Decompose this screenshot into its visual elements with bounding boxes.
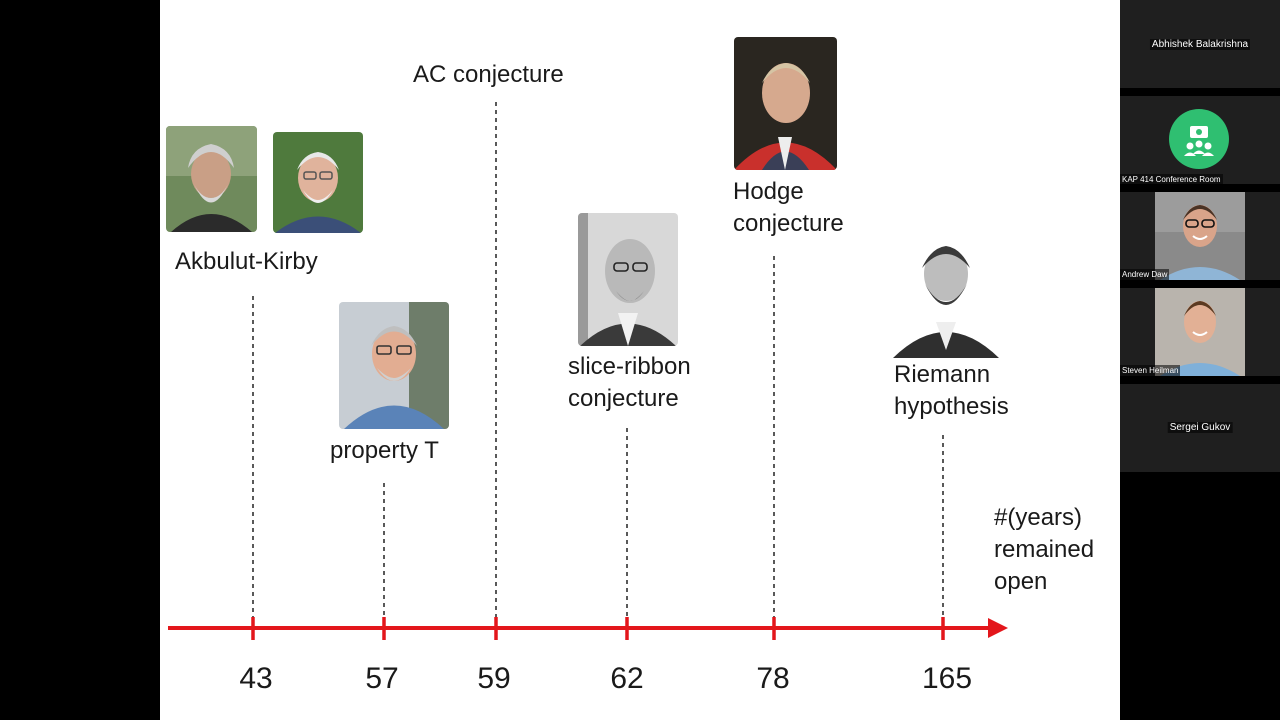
participant-tile-abhishek[interactable]: Abhishek Balakrishna bbox=[1120, 0, 1280, 88]
axis-title-line2: remained bbox=[994, 536, 1095, 563]
ac-conjecture-label: AC conjecture bbox=[413, 61, 564, 88]
tick-label-59: 59 bbox=[477, 662, 511, 695]
participant-video-steven bbox=[1155, 288, 1245, 376]
participant-tile-kap414[interactable]: KAP 414 Conference Room bbox=[1120, 96, 1280, 185]
akbulut-portrait bbox=[166, 126, 257, 232]
hodge-portrait bbox=[734, 37, 837, 170]
tick-label-43: 43 bbox=[239, 662, 273, 695]
tick-label-165: 165 bbox=[921, 662, 973, 695]
participant-video-andrew bbox=[1155, 192, 1245, 280]
riemann-label-line1: Riemann bbox=[894, 361, 991, 388]
axis-title-line3: open bbox=[994, 568, 1048, 595]
tick-label-57: 57 bbox=[365, 662, 399, 695]
participant-tile-sergei[interactable]: Sergei Gukov bbox=[1120, 384, 1280, 472]
property-t-label: property T bbox=[330, 437, 439, 464]
slice-ribbon-label-line2: conjecture bbox=[568, 385, 679, 412]
participant-name: Andrew Daw bbox=[1120, 269, 1170, 280]
property-t-portrait bbox=[339, 302, 449, 429]
slice-ribbon-label-line1: slice-ribbon bbox=[568, 353, 691, 380]
participant-name: KAP 414 Conference Room bbox=[1120, 174, 1223, 185]
riemann-portrait bbox=[889, 226, 1003, 358]
hodge-label-line2: conjecture bbox=[733, 210, 844, 237]
tick-label-62: 62 bbox=[610, 662, 644, 695]
tick-label-78: 78 bbox=[756, 662, 790, 695]
riemann-label-line2: hypothesis bbox=[894, 393, 1009, 420]
participants-panel: Abhishek Balakrishna KAP 414 Conference … bbox=[1120, 0, 1280, 720]
akbulut-kirby-label: Akbulut-Kirby bbox=[175, 248, 318, 275]
timeline-arrowhead bbox=[988, 618, 1008, 638]
axis-title-line1: #(years) bbox=[994, 504, 1083, 531]
participant-name: Abhishek Balakrishna bbox=[1149, 39, 1251, 50]
slice-ribbon-portrait bbox=[578, 213, 678, 346]
shared-slide: AC conjecture Akbulut-Kirby property T s… bbox=[160, 0, 1120, 720]
participant-name: Sergei Gukov bbox=[1167, 422, 1233, 433]
timeline-graphic bbox=[168, 102, 1008, 640]
hodge-label-line1: Hodge bbox=[733, 178, 804, 205]
participant-tile-steven[interactable]: Steven Heilman bbox=[1120, 288, 1280, 376]
participant-tile-andrew[interactable]: Andrew Daw bbox=[1120, 192, 1280, 280]
conference-room-icon bbox=[1169, 109, 1229, 169]
kirby-portrait bbox=[273, 132, 363, 233]
participant-name: Steven Heilman bbox=[1120, 365, 1181, 376]
